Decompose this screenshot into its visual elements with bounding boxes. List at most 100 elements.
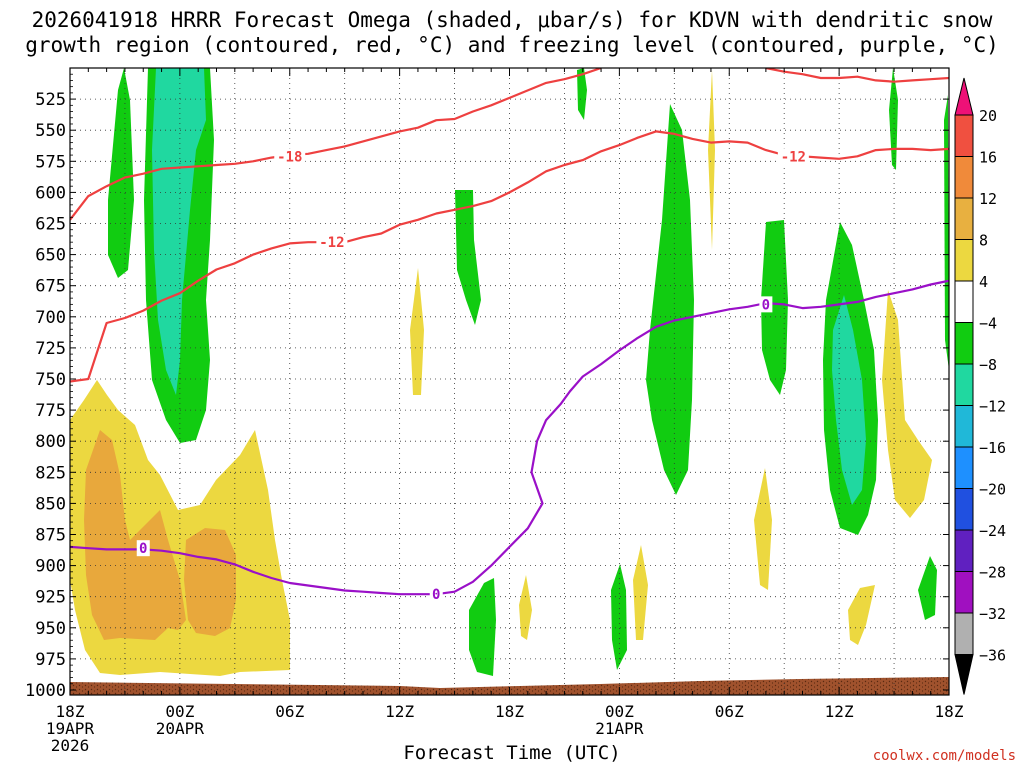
negative-omega-region — [611, 564, 627, 670]
y-tick-label: 575 — [35, 152, 66, 172]
colorbar-label: −32 — [979, 605, 1006, 623]
colorbar-arrow-top — [954, 77, 974, 116]
colorbar-label: 12 — [979, 190, 997, 208]
colorbar-label: −24 — [979, 522, 1006, 540]
x-tick-label: 06Z — [275, 702, 304, 721]
omega-shading — [70, 68, 949, 695]
x-tick-label: 18Z — [495, 702, 524, 721]
x-tick-label: 00Z — [165, 702, 194, 721]
colorbar-segment — [954, 405, 974, 448]
colorbar: 20 16 12 8 4 −4 −8 −12 −16 −20 −24 −28 −32 −36 — [954, 77, 1006, 695]
colorbar-label: −28 — [979, 564, 1006, 582]
x-tick-label: 06Z — [715, 702, 744, 721]
positive-omega-streak — [848, 585, 875, 645]
y-tick-label: 600 — [35, 183, 66, 203]
colorbar-segment — [954, 363, 974, 406]
purple-contour-label: 0 — [139, 541, 147, 557]
colorbar-segment — [954, 446, 974, 489]
y-tick-label: 750 — [35, 370, 66, 390]
positive-omega-streak — [708, 70, 715, 250]
x-tick-label: 12Z — [385, 702, 414, 721]
y-tick-label: 975 — [35, 650, 66, 670]
purple-contour-label: 0 — [762, 297, 770, 313]
y-tick-label: 1000 — [25, 681, 66, 701]
colorbar-label: 8 — [979, 232, 988, 250]
colorbar-label: −16 — [979, 439, 1006, 457]
colorbar-segment — [954, 197, 974, 240]
y-tick-label: 950 — [35, 619, 66, 639]
colorbar-segment — [954, 280, 974, 323]
colorbar-segment — [954, 612, 974, 655]
positive-omega-core — [184, 528, 236, 636]
purple-contour-line — [70, 279, 949, 596]
colorbar-label: −12 — [979, 398, 1006, 416]
colorbar-segment — [954, 322, 974, 365]
colorbar-label: 20 — [979, 107, 997, 125]
x-tick-label: 19APR — [46, 719, 95, 738]
y-tick-label: 650 — [35, 246, 66, 266]
x-tick-label: 00Z — [605, 702, 634, 721]
y-tick-label: 700 — [35, 308, 66, 328]
red-contour-label: -12 — [319, 235, 344, 251]
y-tick-label: 550 — [35, 121, 66, 141]
y-tick-label: 925 — [35, 588, 66, 608]
colorbar-label: 16 — [979, 149, 997, 167]
colorbar-label: −8 — [979, 356, 997, 374]
colorbar-label: −36 — [979, 647, 1006, 665]
y-tick-label: 775 — [35, 401, 66, 421]
negative-omega-core — [152, 68, 206, 395]
negative-omega-region — [761, 220, 788, 395]
negative-omega-region — [455, 190, 481, 325]
y-tick-label: 900 — [35, 557, 66, 577]
colorbar-label: −4 — [979, 315, 997, 333]
chart-title: 2026041918 HRRR Forecast Omega (shaded, … — [25, 8, 999, 57]
positive-omega-core — [84, 430, 186, 640]
x-tick-label: 12Z — [825, 702, 854, 721]
contour-label-bg — [777, 148, 809, 165]
red-contour-line — [70, 68, 602, 221]
purple-contour-label: 0 — [432, 587, 440, 603]
colorbar-segment — [954, 156, 974, 199]
positive-omega-streak — [633, 545, 648, 640]
contour-label-bg — [274, 148, 306, 165]
positive-omega-streak — [519, 575, 532, 640]
colorbar-segment — [954, 239, 974, 282]
colorbar-segment — [954, 114, 974, 157]
y-tick-label: 625 — [35, 215, 66, 235]
credit-text: coolwx.com/models — [872, 748, 1016, 764]
y-axis: 525 550 575 600 625 650 675 700 725 750 775 800 825 8… — [25, 73, 949, 701]
x-tick-label: 20APR — [156, 719, 205, 738]
negative-omega-region — [646, 104, 694, 495]
negative-omega-region — [918, 556, 937, 620]
x-axis-label: Forecast Time (UTC) — [403, 742, 621, 764]
colorbar-segment — [954, 571, 974, 614]
colorbar-label: 4 — [979, 273, 988, 291]
positive-omega-streak — [410, 268, 424, 395]
y-tick-label: 725 — [35, 339, 66, 359]
negative-omega-region — [577, 68, 587, 120]
x-tick-label: 2026 — [51, 736, 90, 755]
positive-omega-streak — [754, 468, 772, 590]
y-tick-label: 525 — [35, 90, 66, 110]
y-tick-label: 825 — [35, 463, 66, 483]
x-tick-label: 18Z — [935, 702, 964, 721]
colorbar-segment — [954, 529, 974, 572]
negative-omega-region — [469, 578, 496, 676]
negative-omega-region — [944, 95, 949, 370]
colorbar-segment — [954, 488, 974, 531]
x-tick-label: 21APR — [595, 719, 644, 738]
y-tick-label: 875 — [35, 526, 66, 546]
x-tick-label: 18Z — [56, 702, 85, 721]
negative-omega-region — [108, 68, 134, 278]
contour-label-bg — [759, 296, 773, 313]
contour-label-bg — [429, 586, 443, 603]
contour-label-bg — [136, 540, 150, 557]
contour-labels: -18 -12 -12 0 0 0 — [136, 148, 809, 603]
negative-omega-region — [889, 68, 898, 170]
y-tick-label: 850 — [35, 494, 66, 514]
y-tick-label: 800 — [35, 432, 66, 452]
red-contour-label: -12 — [781, 149, 806, 165]
positive-omega-streak — [882, 290, 932, 518]
